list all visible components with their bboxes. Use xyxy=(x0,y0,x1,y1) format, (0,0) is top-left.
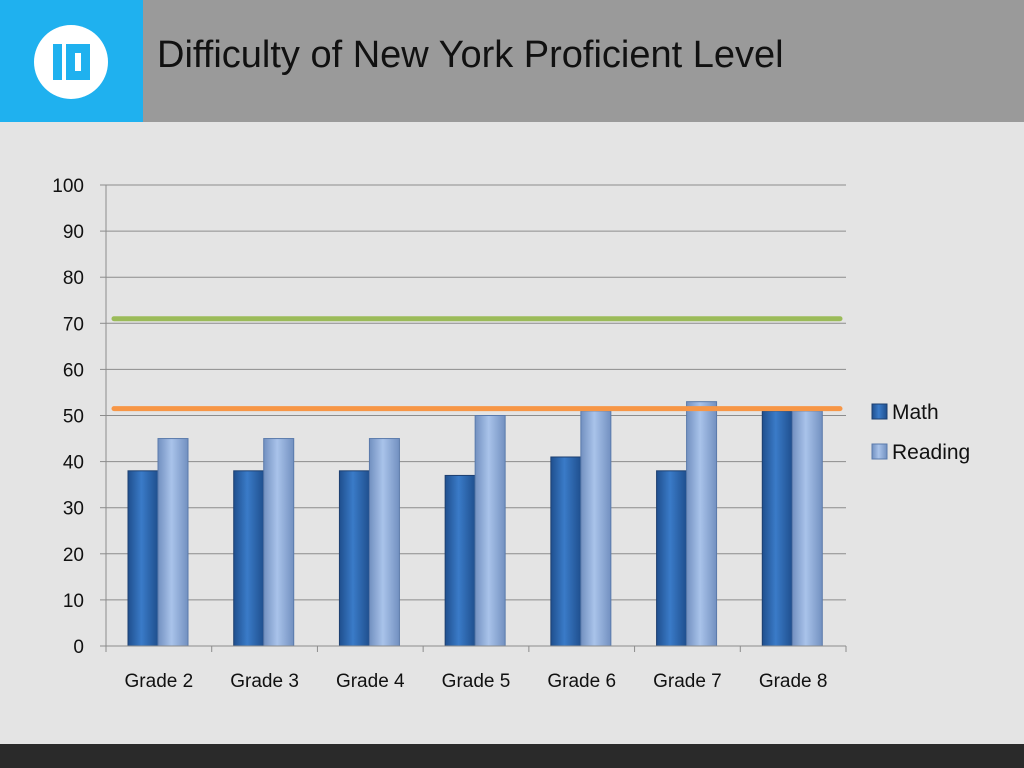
y-tick-label: 20 xyxy=(63,545,84,566)
reading-bar xyxy=(474,415,506,647)
x-tick-label: Grade 3 xyxy=(230,671,299,692)
brand-logo-glyph xyxy=(53,44,90,80)
x-tick-label: Grade 8 xyxy=(759,671,828,692)
math-bar xyxy=(761,410,793,647)
reading-bar xyxy=(157,438,189,647)
bar-chart: 0 10 20 30 40 50 60 70 80 90 100 Grade 2 Grade 3 Grad… xyxy=(52,176,970,692)
math-bar xyxy=(338,470,370,647)
y-tick-label: 40 xyxy=(63,453,84,474)
math-bar xyxy=(233,470,265,647)
math-bar xyxy=(550,456,582,647)
y-tick-label: 0 xyxy=(73,637,84,658)
reading-bar xyxy=(791,410,823,647)
reading-bar xyxy=(368,438,400,647)
y-tick-label: 30 xyxy=(63,499,84,520)
math-bar xyxy=(444,474,476,647)
reading-bar xyxy=(580,410,612,647)
legend-swatch-reading xyxy=(871,443,888,460)
math-bar xyxy=(656,470,688,647)
x-tick-label: Grade 2 xyxy=(125,671,194,692)
y-tick-label: 60 xyxy=(63,360,84,381)
y-tick-label: 10 xyxy=(63,591,84,612)
x-tick-label: Grade 4 xyxy=(336,671,405,692)
x-tick-label: Grade 6 xyxy=(547,671,616,692)
reading-bar xyxy=(686,401,718,647)
legend-label-math: Math xyxy=(892,401,939,424)
x-tick-label: Grade 5 xyxy=(442,671,511,692)
y-tick-label: 90 xyxy=(63,222,84,243)
x-tick-label: Grade 7 xyxy=(653,671,722,692)
brand-logo-icon xyxy=(34,25,108,99)
slide-header: Difficulty of New York Proficient Level xyxy=(0,0,1024,122)
logo-panel xyxy=(0,0,143,122)
slide-footer-bar xyxy=(0,744,1024,768)
reading-bar xyxy=(263,438,295,647)
y-tick-label: 80 xyxy=(63,268,84,289)
legend-swatch-math xyxy=(871,403,888,420)
y-tick-label: 50 xyxy=(63,407,84,428)
legend-label-reading: Reading xyxy=(892,441,970,464)
math-bar xyxy=(127,470,159,647)
slide-title: Difficulty of New York Proficient Level xyxy=(157,34,784,76)
y-tick-label: 70 xyxy=(63,314,84,335)
y-tick-label: 100 xyxy=(52,176,84,197)
